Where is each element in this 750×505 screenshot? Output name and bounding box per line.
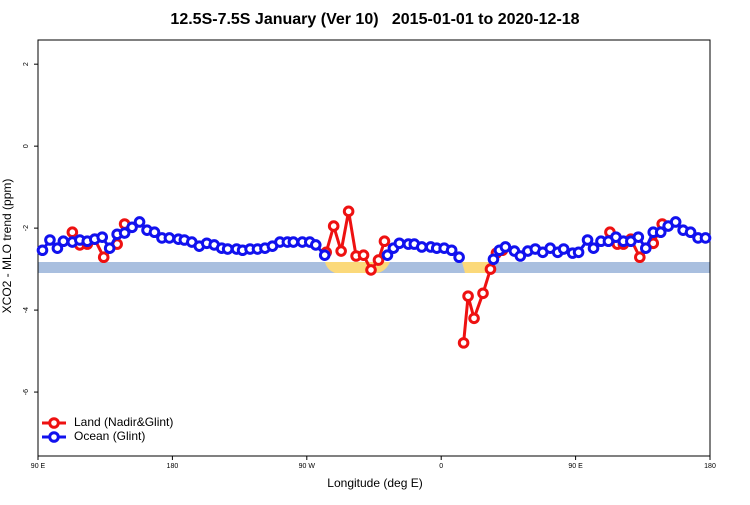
x-tick-label: 180 <box>704 463 716 470</box>
data-point <box>572 246 585 259</box>
data-point <box>126 221 138 234</box>
y-tick-label: -6 <box>23 389 30 395</box>
x-tick-label: 90 E <box>31 463 46 470</box>
data-point <box>51 242 64 255</box>
data-point <box>557 243 570 255</box>
data-point <box>221 243 234 255</box>
data-point <box>96 231 109 243</box>
data-point <box>66 226 79 239</box>
data-point <box>381 249 394 261</box>
legend-marker <box>48 417 60 429</box>
data-point <box>669 216 682 228</box>
data-point <box>342 205 355 218</box>
data-point <box>684 226 697 239</box>
data-point <box>57 235 70 248</box>
data-point <box>654 226 667 239</box>
data-point <box>415 241 428 253</box>
data-point <box>632 231 645 243</box>
data-point <box>699 232 712 244</box>
data-point <box>457 337 470 349</box>
data-point <box>468 312 480 325</box>
land-band <box>462 262 492 273</box>
data-point <box>335 245 347 257</box>
data-point <box>484 263 497 275</box>
legend: Land (Nadir&Glint)Ocean (Glint) <box>42 415 173 443</box>
y-tick-label: 0 <box>23 144 30 148</box>
data-point <box>499 241 512 253</box>
y-tick-label: -4 <box>23 307 30 313</box>
data-point <box>372 254 385 266</box>
x-axis-label: Longitude (deg E) <box>327 476 422 490</box>
data-point <box>453 251 465 264</box>
data-point <box>327 220 340 232</box>
data-point <box>445 244 458 257</box>
data-point <box>133 216 146 228</box>
data-point <box>118 227 131 239</box>
data-point <box>148 226 161 239</box>
y-axis-label: XCO2 - MLO trend (ppm) <box>0 179 14 314</box>
data-point <box>103 242 116 255</box>
x-tick-label: 180 <box>167 463 179 470</box>
data-point <box>44 234 56 246</box>
data-point <box>477 287 489 300</box>
plot-frame <box>37 39 711 457</box>
legend-label: Ocean (Glint) <box>74 429 145 443</box>
data-point <box>462 290 474 302</box>
data-point <box>97 251 110 264</box>
data-point <box>393 237 406 250</box>
data-point <box>634 251 646 264</box>
x-tick-label: 90 E <box>568 463 583 470</box>
data-point <box>378 235 391 248</box>
data-point <box>581 234 594 246</box>
data-point <box>587 242 600 255</box>
data-point <box>309 239 322 251</box>
legend-label: Land (Nadir&Glint) <box>74 415 173 429</box>
data-point <box>365 264 377 276</box>
series-line <box>71 211 664 344</box>
data-point <box>287 236 300 248</box>
data-point <box>639 242 652 255</box>
legend-marker <box>48 431 60 443</box>
x-tick-label: 90 W <box>299 463 316 470</box>
x-tick-label: 0 <box>439 463 443 470</box>
data-point <box>487 253 500 266</box>
y-tick-label: -2 <box>23 225 30 231</box>
data-point <box>318 249 331 261</box>
data-point <box>36 244 49 257</box>
data-point <box>357 249 370 261</box>
chart-title: 12.5S-7.5S January (Ver 10) 2015-01-01 t… <box>170 11 579 28</box>
data-point <box>514 250 527 262</box>
y-tick-label: 2 <box>23 62 30 66</box>
data-point <box>163 232 176 244</box>
